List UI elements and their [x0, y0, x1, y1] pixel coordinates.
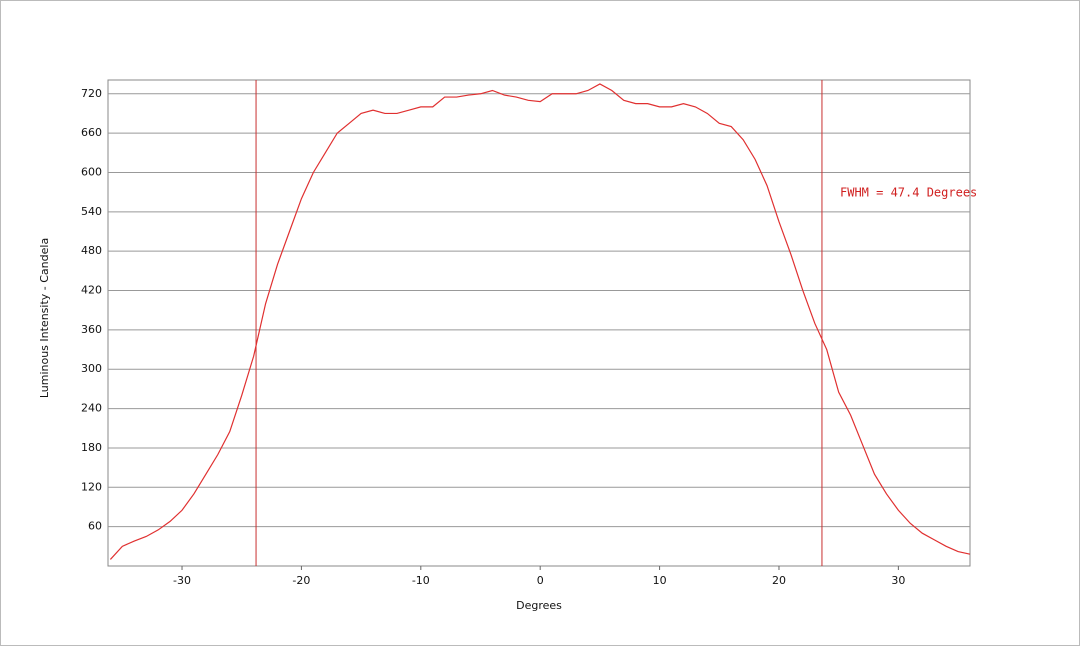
y-tick-label: 600: [81, 165, 102, 178]
plot-area: [107, 79, 971, 567]
x-tick-label: -30: [173, 574, 191, 587]
x-tick-label: 10: [653, 574, 667, 587]
y-tick-label: 420: [81, 284, 102, 297]
y-tick-label: 660: [81, 126, 102, 139]
y-tick-label: 180: [81, 441, 102, 454]
x-tick-label: 0: [537, 574, 544, 587]
x-tick-label: 30: [891, 574, 905, 587]
y-tick-label: 480: [81, 244, 102, 257]
y-tick-label: 300: [81, 362, 102, 375]
y-axis-label: Luminous Intensity - Candela: [38, 238, 51, 398]
x-tick-label: 20: [772, 574, 786, 587]
y-tick-label: 60: [88, 520, 102, 533]
x-tick-label: -20: [292, 574, 310, 587]
y-tick-label: 540: [81, 205, 102, 218]
y-tick-label: 360: [81, 323, 102, 336]
y-tick-label: 240: [81, 402, 102, 415]
data-line: [109, 83, 971, 560]
annotation: FWHM = 47.4 Degrees: [840, 186, 977, 200]
x-axis-label: Degrees: [516, 599, 562, 612]
x-tick-label: -10: [412, 574, 430, 587]
y-tick-label: 720: [81, 87, 102, 100]
y-tick-label: 120: [81, 480, 102, 493]
